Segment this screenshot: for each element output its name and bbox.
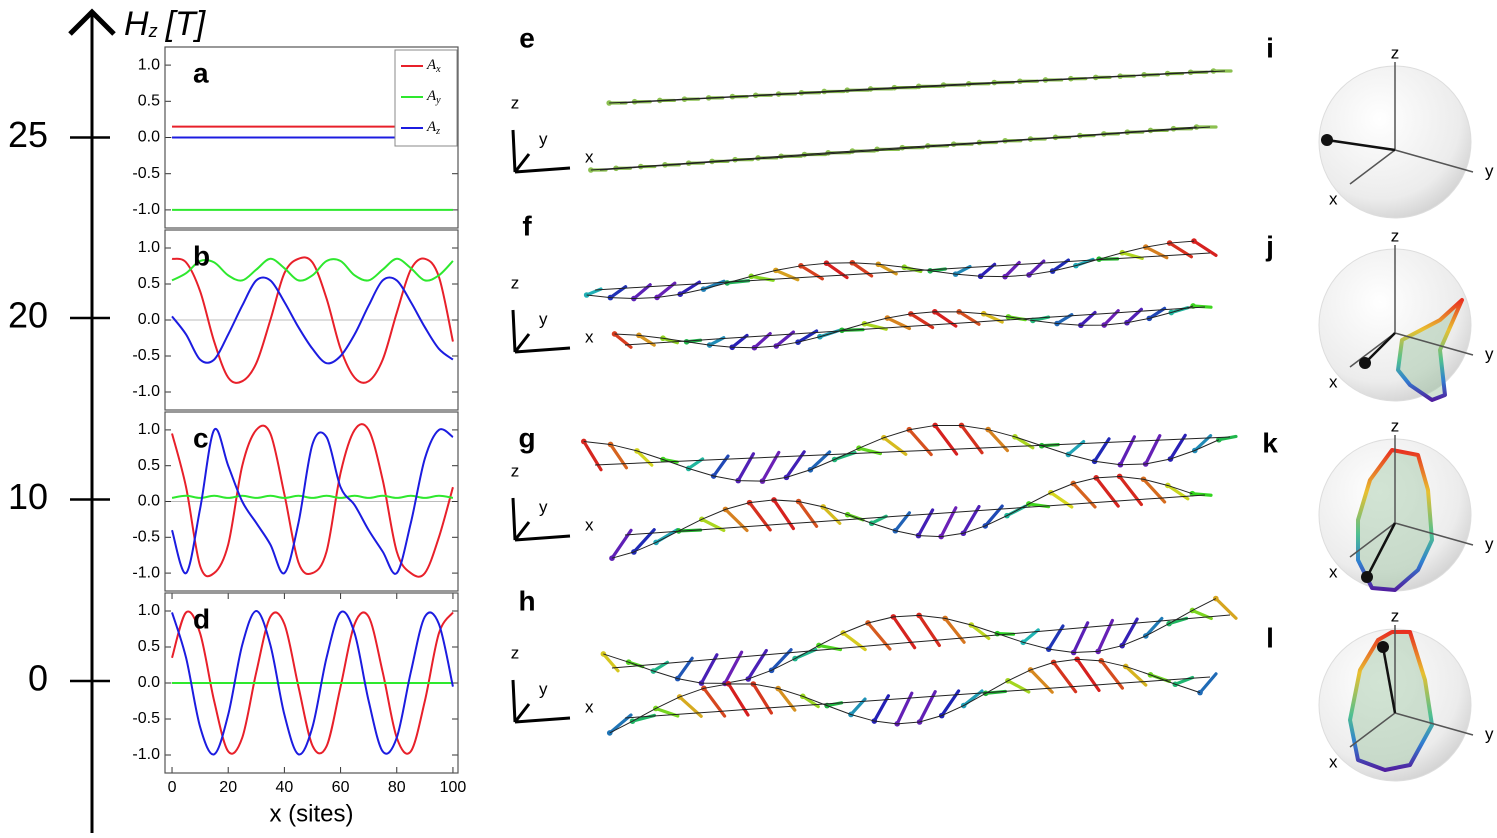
panel-label: f bbox=[522, 210, 532, 241]
panel-label: i bbox=[1266, 32, 1274, 63]
x-tick-label: 0 bbox=[168, 779, 177, 796]
axis-name: x bbox=[585, 327, 594, 346]
axis-name: x bbox=[1329, 752, 1338, 771]
spin-arrow bbox=[584, 441, 601, 469]
axis-name: x bbox=[585, 147, 594, 166]
x-tick-label: 100 bbox=[440, 779, 467, 796]
y-tick-label: 0.0 bbox=[138, 311, 160, 328]
y-tick-label: 0.5 bbox=[138, 93, 160, 110]
x-tick-label: 40 bbox=[275, 779, 293, 796]
axis-name: y bbox=[1485, 344, 1494, 363]
panel-label: e bbox=[519, 22, 535, 53]
chain-rod bbox=[600, 127, 1210, 170]
spin-vector-head bbox=[1377, 641, 1389, 653]
axis-name: z bbox=[511, 273, 520, 292]
field-axis-title: Hz[T] bbox=[124, 5, 207, 43]
y-tick-label: -1.0 bbox=[132, 201, 160, 218]
chain-rod bbox=[595, 437, 1230, 465]
spin-vector-head bbox=[1361, 571, 1373, 583]
x-axis-label: x (sites) bbox=[270, 800, 354, 827]
y-tick-label: -1.0 bbox=[132, 564, 160, 581]
chain-rod bbox=[612, 615, 1230, 668]
y-tick-label: -1.0 bbox=[132, 746, 160, 763]
x-tick-label: 60 bbox=[332, 779, 350, 796]
axis-name: y bbox=[1485, 161, 1494, 180]
axis-name: x bbox=[585, 697, 594, 716]
y-tick-label: -1.0 bbox=[132, 383, 160, 400]
axis-name: z bbox=[1391, 43, 1400, 62]
axis-name: z bbox=[511, 93, 520, 112]
axis-name: y bbox=[539, 679, 548, 698]
panel: 1.0 0.5 0.0 -0.5 -1.0 0 20 40 60 80 100 x (sites) d bbox=[132, 593, 466, 827]
y-tick-label: 0.5 bbox=[138, 638, 160, 655]
panel: 1.0 0.5 0.0 -0.5 -1.0 b bbox=[132, 230, 458, 410]
y-tick-label: 1.0 bbox=[138, 602, 160, 619]
axis-name: y bbox=[1485, 534, 1494, 553]
axis-name: x bbox=[1329, 562, 1338, 581]
axis-name: y bbox=[539, 497, 548, 516]
field-tick-label: 20 bbox=[8, 295, 48, 336]
field-tick-label: 25 bbox=[8, 114, 48, 155]
y-tick-label: 1.0 bbox=[138, 239, 160, 256]
field-tick-label: 0 bbox=[28, 658, 48, 699]
y-tick-label: 0.5 bbox=[138, 457, 160, 474]
axis-name: x bbox=[1329, 189, 1338, 208]
panel-label: l bbox=[1266, 622, 1274, 653]
axis-name: z bbox=[511, 643, 520, 662]
axis-name: y bbox=[1485, 724, 1494, 743]
spin-vector-head bbox=[1321, 134, 1333, 146]
spin-vector-head bbox=[1359, 357, 1371, 369]
y-tick-label: -0.5 bbox=[132, 165, 160, 182]
y-tick-label: -0.5 bbox=[132, 710, 160, 727]
y-tick-label: 0.0 bbox=[138, 493, 160, 510]
axis-name: z bbox=[511, 461, 520, 480]
y-tick-label: 1.0 bbox=[138, 56, 160, 73]
y-tick-label: -0.5 bbox=[132, 529, 160, 546]
y-tick-label: 0.0 bbox=[138, 129, 160, 146]
axis-name: x bbox=[1329, 372, 1338, 391]
axis-name: z bbox=[1391, 226, 1400, 245]
axis-name: x bbox=[585, 515, 594, 534]
chain-envelope bbox=[610, 659, 1200, 733]
panel-label: k bbox=[1262, 427, 1278, 458]
y-tick-label: 1.0 bbox=[138, 421, 160, 438]
x-tick-label: 80 bbox=[388, 779, 406, 796]
axis-name: z bbox=[1391, 416, 1400, 435]
panel-label: c bbox=[193, 422, 209, 453]
panel-label: d bbox=[193, 603, 210, 634]
chain-rod bbox=[625, 307, 1205, 345]
chain-rod bbox=[595, 253, 1210, 290]
series-line bbox=[172, 496, 453, 498]
panel-label: h bbox=[518, 585, 535, 616]
y-tick-label: 0.5 bbox=[138, 275, 160, 292]
chain-envelope bbox=[609, 71, 1213, 103]
panel-label: g bbox=[518, 422, 535, 453]
panel-label: j bbox=[1265, 230, 1274, 261]
y-tick-label: -0.5 bbox=[132, 347, 160, 364]
panel: 1.0 0.5 0.0 -0.5 -1.0 c bbox=[132, 412, 458, 591]
axis-name: y bbox=[539, 309, 548, 328]
y-tick-label: 0.0 bbox=[138, 674, 160, 691]
axis-name: z bbox=[1391, 606, 1400, 625]
x-tick-label: 20 bbox=[219, 779, 237, 796]
chain-envelope bbox=[584, 425, 1219, 481]
panel-label: b bbox=[193, 240, 210, 271]
panel-label: a bbox=[193, 57, 209, 88]
field-tick-label: 10 bbox=[8, 476, 48, 517]
axis-name: y bbox=[539, 129, 548, 148]
chain-envelope bbox=[591, 127, 1197, 170]
